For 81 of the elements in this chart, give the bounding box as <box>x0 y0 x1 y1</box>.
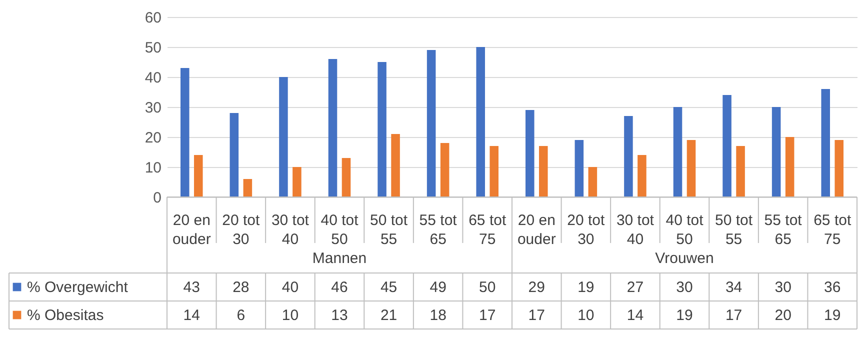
bar <box>292 167 302 197</box>
bar <box>378 62 386 197</box>
x-tick-label: 50 tot 55 <box>370 212 408 248</box>
x-tick-label: 20 en ouder <box>172 212 211 248</box>
data-label: 29 <box>528 279 545 296</box>
bar <box>686 140 696 197</box>
bar <box>328 59 338 197</box>
legend-label: % Overgewicht <box>27 279 129 296</box>
data-label: 14 <box>183 307 200 324</box>
x-tick-label: 65 tot 75 <box>468 212 507 248</box>
data-label: 43 <box>183 279 200 296</box>
y-tick-label: 20 <box>144 130 162 146</box>
bar <box>279 77 288 197</box>
data-label: 30 <box>676 279 693 296</box>
y-tick-label: 30 <box>144 100 162 116</box>
bar <box>243 179 252 197</box>
bar <box>342 158 351 197</box>
bar <box>722 95 732 197</box>
data-label: 46 <box>331 279 348 296</box>
text: Mannen <box>312 250 367 267</box>
data-label: 10 <box>282 307 299 324</box>
bar <box>673 107 682 197</box>
data-label: 28 <box>232 279 250 296</box>
x-tick-label: 40 tot 50 <box>666 212 704 248</box>
legend-label: % Obesitas <box>27 307 104 324</box>
data-label: 17 <box>528 307 545 324</box>
x-tick-label: 20 en ouder <box>517 212 556 248</box>
bar <box>426 50 436 197</box>
x-tick-label: 55 tot 65 <box>419 212 458 248</box>
y-tick-label: 60 <box>144 10 162 26</box>
y-tick-label: 10 <box>144 160 162 176</box>
x-tick-label: 40 tot 50 <box>320 212 360 248</box>
data-label: 40 <box>282 279 299 296</box>
bar <box>834 140 844 197</box>
data-label: 19 <box>824 307 841 324</box>
data-label: 49 <box>430 279 446 296</box>
data-label: 20 <box>774 307 792 324</box>
data-label: 14 <box>626 307 644 324</box>
data-label: 17 <box>479 307 496 324</box>
x-tick-label: 30 tot 40 <box>616 212 655 248</box>
y-tick-label: 50 <box>144 40 162 56</box>
x-tick-label: 20 tot 30 <box>567 212 606 248</box>
bar <box>490 146 498 197</box>
y-tick-label: 40 <box>144 70 162 86</box>
bar <box>588 167 598 197</box>
x-tick-label: 55 tot 65 <box>764 212 803 248</box>
bar <box>194 155 203 197</box>
x-tick-label: 30 tot 40 <box>271 212 310 248</box>
data-label: 19 <box>578 279 594 296</box>
x-tick-label: 20 tot 30 <box>222 212 261 248</box>
bar <box>624 116 633 197</box>
data-label: 45 <box>380 279 398 296</box>
data-label: 19 <box>676 307 693 324</box>
bar <box>180 68 190 197</box>
data-label: 36 <box>824 279 841 296</box>
data-label: 21 <box>380 307 398 324</box>
text: Vrouwen <box>655 250 714 267</box>
data-label: 10 <box>578 307 594 324</box>
bar <box>440 143 450 197</box>
bar <box>638 155 646 197</box>
bar <box>539 146 548 197</box>
x-tick-label: 65 tot 75 <box>814 212 852 248</box>
data-label: 13 <box>331 307 348 324</box>
bar <box>785 137 794 197</box>
bar <box>736 146 745 197</box>
data-label: 6 <box>236 307 246 324</box>
bar <box>230 113 239 197</box>
data-label: 27 <box>626 279 644 296</box>
bar <box>821 89 830 197</box>
bar <box>574 140 584 197</box>
bar <box>772 107 781 197</box>
bar <box>526 110 534 197</box>
data-label: 50 <box>479 279 496 296</box>
bar <box>391 134 400 197</box>
x-tick-label: 50 tot 55 <box>715 212 754 248</box>
bar <box>476 47 485 197</box>
data-label: 30 <box>774 279 792 296</box>
data-label: 34 <box>725 279 742 296</box>
data-label: 18 <box>430 307 446 324</box>
y-tick-label: 0 <box>153 190 162 206</box>
data-label: 17 <box>725 307 742 324</box>
